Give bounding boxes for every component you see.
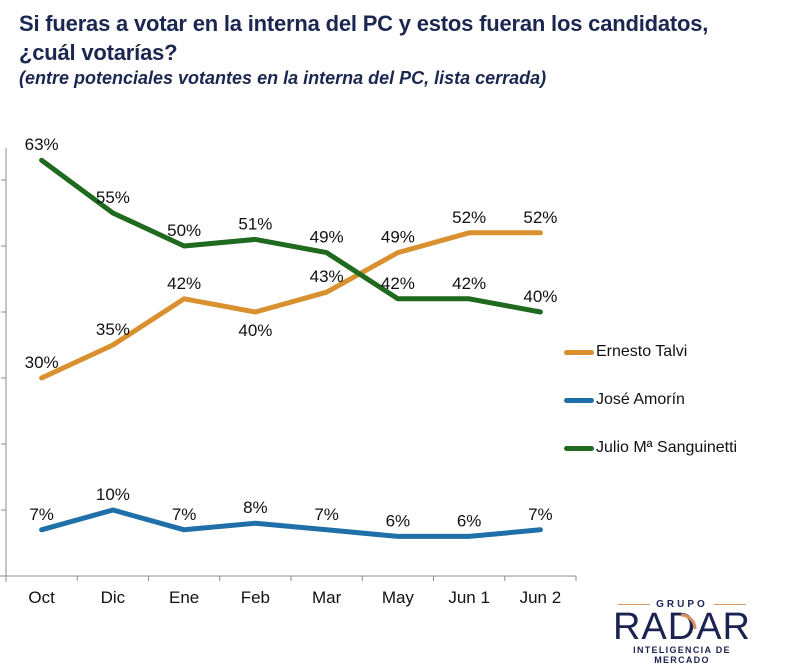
data-label: 50% — [167, 221, 201, 240]
legend-swatch-amorin — [564, 397, 594, 403]
series-line-julio-m-sanguinetti — [39, 157, 543, 315]
data-label: 49% — [381, 228, 415, 247]
data-label: 63% — [25, 135, 59, 154]
axes — [0, 148, 577, 582]
data-label: 7% — [528, 505, 553, 524]
logo-top-text: GRUPO — [656, 598, 708, 610]
data-label: 10% — [96, 485, 130, 504]
legend-item-talvi[interactable]: Ernesto Talvi — [564, 340, 737, 364]
data-label: 42% — [452, 274, 486, 293]
x-tick-label: Dic — [101, 588, 126, 607]
x-tick-label: May — [382, 588, 415, 607]
x-tick-label: Oct — [28, 588, 55, 607]
legend-swatch-talvi — [564, 349, 594, 355]
legend-label: José Amorín — [596, 391, 685, 408]
chart-subtitle: (entre potenciales votantes en la intern… — [19, 68, 547, 88]
data-label: 55% — [96, 188, 130, 207]
radar-arc-icon — [680, 613, 697, 630]
legend-swatch-sanguinetti — [564, 445, 594, 451]
data-label: 6% — [457, 511, 482, 530]
grupo-radar-logo: GRUPO RADAR INTELIGENCIA DE MERCADO — [608, 598, 756, 665]
data-label: 8% — [243, 498, 268, 517]
data-label: 52% — [523, 208, 557, 227]
data-label: 7% — [314, 505, 339, 524]
data-label: 6% — [386, 511, 411, 530]
logo-tagline: INTELIGENCIA DE MERCADO — [633, 645, 731, 665]
series-lines — [39, 157, 543, 539]
legend-item-sanguinetti[interactable]: Julio Mª Sanguinetti — [564, 436, 737, 460]
series-line-jose-amorin — [39, 507, 543, 539]
data-label: 42% — [167, 274, 201, 293]
series-line-ernesto-talvi — [39, 230, 543, 381]
x-tick-label: Feb — [241, 588, 270, 607]
data-label: 35% — [96, 320, 130, 339]
legend-item-amorin[interactable]: José Amorín — [564, 388, 737, 412]
logo-line-right — [713, 603, 746, 605]
legend-label: Ernesto Talvi — [596, 343, 688, 360]
x-tick-label: Jun 1 — [448, 588, 490, 607]
logo-line-left — [618, 603, 651, 605]
legend-label: Julio Mª Sanguinetti — [596, 439, 738, 456]
legend: Ernesto Talvi José Amorín Julio Mª Sangu… — [564, 340, 737, 484]
data-label: 30% — [25, 353, 59, 372]
data-label: 7% — [172, 505, 197, 524]
data-label: 40% — [238, 321, 272, 340]
data-labels: 30% 35% 42% 40% 43% 49% 52% 52% 7% 10% 7% 8% 7% 6% 6% 7… — [25, 135, 558, 530]
x-tick-label: Jun 2 — [520, 588, 562, 607]
data-label: 49% — [310, 228, 344, 247]
chart-title: Si fueras a votar en la interna del PC y… — [19, 11, 709, 65]
logo-name: RADAR — [608, 608, 756, 646]
data-label: 51% — [238, 214, 272, 233]
data-label: 40% — [523, 287, 557, 306]
data-label: 52% — [452, 208, 486, 227]
x-tick-label: Ene — [169, 588, 199, 607]
data-label: 7% — [29, 505, 54, 524]
data-label: 43% — [310, 267, 344, 286]
x-tick-labels: Oct Dic Ene Feb Mar May Jun 1 Jun 2 — [28, 588, 561, 607]
x-tick-label: Mar — [312, 588, 342, 607]
logo-top: GRUPO — [608, 598, 756, 610]
data-label: 42% — [381, 274, 415, 293]
